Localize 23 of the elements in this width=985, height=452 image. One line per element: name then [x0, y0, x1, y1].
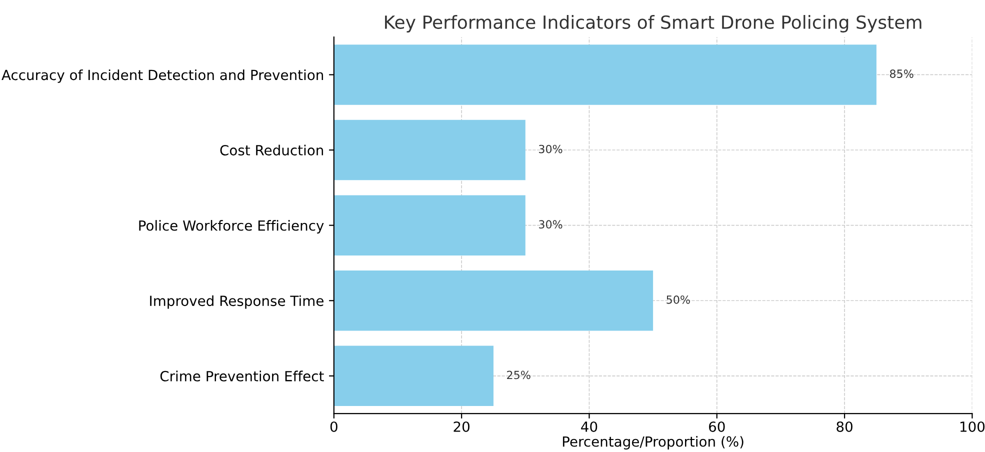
- data-label: 50%: [666, 295, 690, 304]
- y-tick-label: Improved Response Time: [150, 295, 324, 309]
- x-tick-label: 80: [836, 421, 852, 432]
- x-axis-title: Percentage/Proportion (%): [562, 436, 744, 450]
- x-tick-label: 40: [581, 421, 598, 432]
- x-tick-label: 20: [454, 421, 470, 432]
- bar: [334, 120, 526, 180]
- bar: [334, 270, 654, 331]
- bar: [334, 44, 876, 105]
- y-tick-label: Cost Reduction: [220, 144, 324, 156]
- data-label: 85%: [890, 70, 914, 78]
- x-tick-label: 60: [709, 421, 725, 432]
- data-label: 30%: [539, 220, 562, 229]
- x-tick-label: 0: [330, 421, 338, 432]
- data-label: 30%: [539, 144, 562, 154]
- x-tick-label: 100: [960, 421, 985, 432]
- bar: [334, 346, 494, 406]
- y-tick-label: Crime Prevention Effect: [160, 370, 324, 382]
- chart-title: Key Performance Indicators of Smart Drone Policing System: [385, 15, 922, 32]
- bar: [334, 195, 526, 256]
- y-tick-label: Police Workforce Efficiency: [139, 220, 324, 234]
- data-label: 25%: [507, 370, 530, 380]
- y-tick-label: Accuracy of Incident Detection and Prevention: [2, 69, 324, 83]
